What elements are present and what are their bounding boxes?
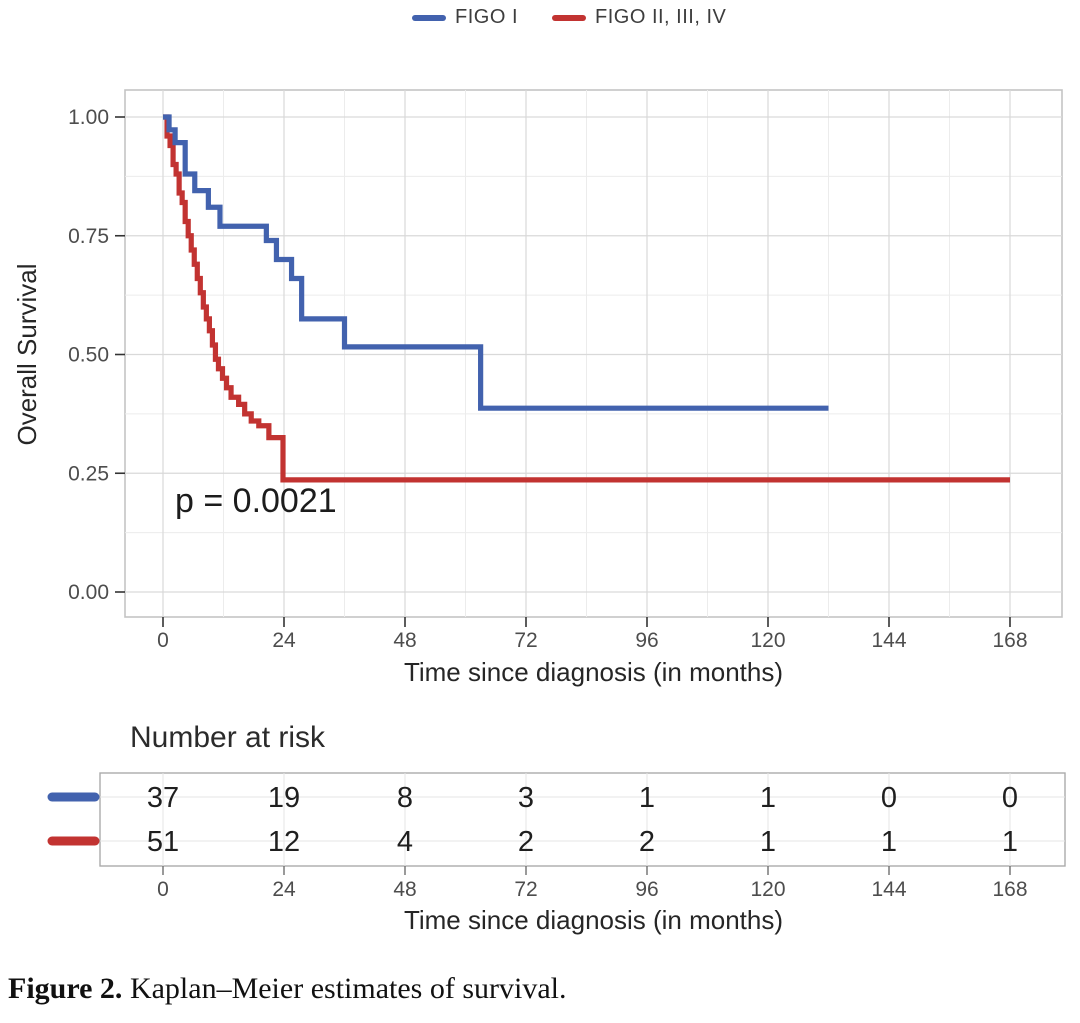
risk-count: 1 xyxy=(639,782,655,814)
x-tick-label: 168 xyxy=(992,629,1027,652)
x-tick-label: 96 xyxy=(635,629,658,652)
chart-legend: FIGO I FIGO II, III, IV xyxy=(412,6,726,29)
risk-count: 2 xyxy=(639,826,655,858)
risk-count: 8 xyxy=(397,782,413,814)
legend-label: FIGO I xyxy=(455,6,518,28)
legend-line-icon xyxy=(412,14,446,21)
risk-count: 0 xyxy=(1002,782,1018,814)
figure-caption: Figure 2. Kaplan–Meier estimates of surv… xyxy=(8,972,566,1006)
risk-axis-tick-label: 120 xyxy=(750,878,785,901)
y-tick-label: 0.75 xyxy=(68,225,109,248)
risk-table-heading: Number at risk xyxy=(130,721,326,754)
risk-axis-tick-label: 168 xyxy=(992,878,1027,901)
risk-axis-tick-label: 24 xyxy=(272,878,296,901)
risk-count: 0 xyxy=(881,782,897,814)
x-tick-label: 24 xyxy=(272,629,296,652)
y-tick-label: 0.25 xyxy=(68,462,109,485)
risk-count: 51 xyxy=(147,826,179,858)
y-tick-label: 0.50 xyxy=(68,344,109,367)
risk-count: 1 xyxy=(760,782,776,814)
risk-count: 1 xyxy=(760,826,776,858)
plot-panel xyxy=(124,89,1063,618)
risk-count: 2 xyxy=(518,826,534,858)
caption-label: Figure 2. xyxy=(8,972,123,1005)
y-tick-label: 0.00 xyxy=(68,581,109,604)
risk-count: 12 xyxy=(268,826,300,858)
caption-text: Kaplan–Meier estimates of survival. xyxy=(122,972,567,1005)
x-tick-label: 120 xyxy=(750,629,785,652)
x-tick-label: 144 xyxy=(871,629,906,652)
risk-axis-tick-label: 48 xyxy=(393,878,416,901)
legend-label: FIGO II, III, IV xyxy=(595,6,727,28)
x-tick-label: 72 xyxy=(514,629,537,652)
p-value-annotation: p = 0.0021 xyxy=(175,482,337,520)
y-axis-title: Overall Survival xyxy=(12,263,42,445)
legend-line-icon xyxy=(552,14,586,21)
x-tick-label: 48 xyxy=(393,629,416,652)
legend-item-figo-ii-iii-iv: FIGO II, III, IV xyxy=(552,6,726,29)
risk-count: 19 xyxy=(268,782,300,814)
y-tick-label: 1.00 xyxy=(68,106,109,129)
x-tick-label: 0 xyxy=(157,629,169,652)
legend-item-figo-i: FIGO I xyxy=(412,6,518,29)
risk-count: 1 xyxy=(1002,826,1018,858)
risk-count: 37 xyxy=(147,782,179,814)
risk-count: 1 xyxy=(881,826,897,858)
risk-count: 4 xyxy=(397,826,413,858)
risk-axis-tick-label: 144 xyxy=(871,878,906,901)
risk-axis-tick-label: 72 xyxy=(514,878,537,901)
x-axis-title: Time since diagnosis (in months) xyxy=(404,657,783,687)
km-curve-figo-i xyxy=(163,114,829,411)
risk-axis-tick-label: 0 xyxy=(157,878,169,901)
risk-axis-title: Time since diagnosis (in months) xyxy=(404,905,783,935)
risk-count: 3 xyxy=(518,782,534,814)
risk-table-panel xyxy=(99,772,1066,867)
risk-axis-tick-label: 96 xyxy=(635,878,658,901)
km-curve-figo-ii-iii-iv xyxy=(163,114,1010,483)
